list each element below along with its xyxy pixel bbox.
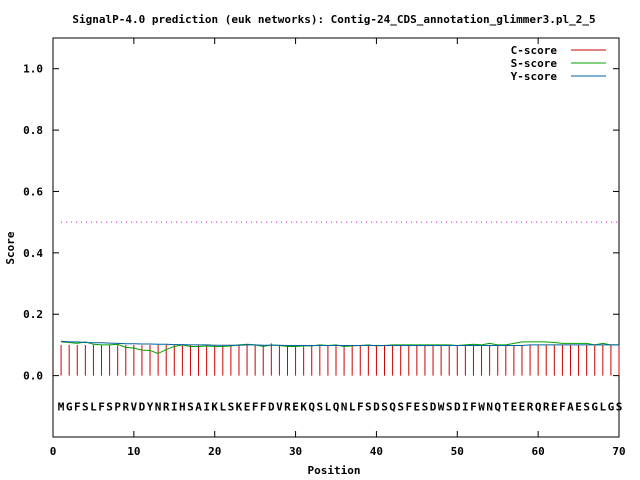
- y-tick-label: 0.2: [23, 308, 43, 321]
- sequence-residue: E: [244, 400, 251, 413]
- x-tick-label: 70: [612, 445, 625, 458]
- sequence-residue: E: [292, 400, 299, 413]
- sequence-residue: R: [284, 400, 291, 413]
- sequence-residue: A: [567, 400, 574, 413]
- sequence-residue: D: [268, 400, 275, 413]
- sequence-residue: L: [349, 400, 356, 413]
- sequence-residue: E: [575, 400, 582, 413]
- legend-label: C-score: [511, 44, 558, 57]
- sequence-residue: Y: [147, 400, 154, 413]
- x-tick-label: 30: [289, 445, 302, 458]
- sequence-residue: A: [195, 400, 202, 413]
- sequence-residue: D: [454, 400, 461, 413]
- sequence-residue: F: [357, 400, 364, 413]
- sequence-residue: I: [203, 400, 210, 413]
- sequence-residue: R: [527, 400, 534, 413]
- sequence-residue: V: [131, 400, 138, 413]
- sequence-residue: R: [163, 400, 170, 413]
- sequence-residue: E: [519, 400, 526, 413]
- x-tick-label: 0: [50, 445, 57, 458]
- sequence-residue: F: [74, 400, 81, 413]
- y-score-line: [61, 340, 619, 347]
- sequence-residue: F: [470, 400, 477, 413]
- y-axis-label: Score: [4, 231, 17, 264]
- sequence-residue: F: [252, 400, 259, 413]
- sequence-residue: S: [446, 400, 453, 413]
- plot-area: 0.00.20.40.60.81.00 10 20 30 40 50 60 70M G F S L F S…: [23, 37, 626, 458]
- y-tick-label: 0.0: [23, 370, 43, 383]
- sequence-residue: L: [325, 400, 332, 413]
- x-tick-label: 60: [532, 445, 545, 458]
- y-tick-label: 0.4: [23, 247, 43, 260]
- sequence-residue: S: [106, 400, 113, 413]
- sequence-residue: Q: [389, 400, 396, 413]
- sequence-residue: S: [187, 400, 194, 413]
- sequence-residue: I: [171, 400, 178, 413]
- sequence-residue: S: [397, 400, 404, 413]
- sequence-residue: S: [381, 400, 388, 413]
- sequence-residue: F: [260, 400, 267, 413]
- y-tick-label: 1.0: [23, 63, 43, 76]
- chart-title: SignalP-4.0 prediction (euk networks): C…: [72, 13, 595, 26]
- plot-frame: [52, 37, 620, 438]
- sequence-residue: S: [583, 400, 590, 413]
- sequence-residue: S: [317, 400, 324, 413]
- sequence-residue: W: [438, 400, 445, 413]
- sequence-residue: P: [114, 400, 121, 413]
- sequence-residue: F: [98, 400, 105, 413]
- sequence-residue: L: [90, 400, 97, 413]
- sequence-residue: E: [414, 400, 421, 413]
- sequence-residue: T: [502, 400, 509, 413]
- legend-label: Y-score: [511, 70, 558, 83]
- sequence-residue: W: [478, 400, 485, 413]
- sequence-residue: Q: [494, 400, 501, 413]
- legend-label: S-score: [511, 57, 558, 70]
- sequence-residue: G: [66, 400, 73, 413]
- sequence-residue: E: [551, 400, 558, 413]
- sequence-residue: G: [591, 400, 598, 413]
- y-tick-label: 0.6: [23, 185, 43, 198]
- sequence-residue: D: [430, 400, 437, 413]
- sequence-residue: L: [219, 400, 226, 413]
- sequence-residue: F: [559, 400, 566, 413]
- x-tick-label: 50: [451, 445, 464, 458]
- sequence-residue: N: [341, 400, 348, 413]
- sequence-residue: V: [276, 400, 283, 413]
- sequence-residue: S: [365, 400, 372, 413]
- x-axis-label: Position: [308, 464, 361, 477]
- sequence-residue: E: [511, 400, 518, 413]
- sequence-residue: S: [422, 400, 429, 413]
- sequence-residue: D: [373, 400, 380, 413]
- sequence-residue: S: [228, 400, 235, 413]
- x-tick-label: 40: [370, 445, 383, 458]
- sequence-residue: S: [82, 400, 89, 413]
- y-tick-label: 0.8: [23, 124, 43, 137]
- sequence-residue: H: [179, 400, 186, 413]
- sequence-residue: M: [58, 400, 65, 413]
- sequence-residue: Q: [308, 400, 315, 413]
- x-tick-label: 20: [208, 445, 221, 458]
- sequence-residue: R: [543, 400, 550, 413]
- sequence-residue: D: [139, 400, 146, 413]
- sequence-residue: Q: [535, 400, 542, 413]
- sequence-residue: I: [462, 400, 469, 413]
- sequence-residue: N: [486, 400, 493, 413]
- x-tick-label: 10: [127, 445, 140, 458]
- sequence-residue: S: [616, 400, 623, 413]
- sequence-residue: K: [300, 400, 307, 413]
- sequence-residue: L: [600, 400, 607, 413]
- sequence-residue: K: [211, 400, 218, 413]
- sequence-residue: F: [405, 400, 412, 413]
- sequence-residue: R: [122, 400, 129, 413]
- sequence-residue: K: [236, 400, 243, 413]
- sequence-residue: G: [608, 400, 615, 413]
- sequence-residue: Q: [333, 400, 340, 413]
- sequence-residue: N: [155, 400, 162, 413]
